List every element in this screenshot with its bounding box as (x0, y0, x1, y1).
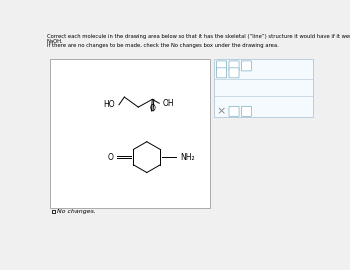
Text: OH: OH (162, 99, 174, 108)
FancyBboxPatch shape (217, 61, 227, 71)
Text: O: O (108, 153, 113, 162)
FancyBboxPatch shape (229, 61, 239, 71)
Text: HO: HO (104, 100, 115, 109)
Text: NaOH.: NaOH. (47, 39, 63, 43)
Text: Correct each molecule in the drawing area below so that it has the skeletal (“li: Correct each molecule in the drawing are… (47, 34, 350, 39)
Text: O: O (149, 104, 155, 113)
FancyBboxPatch shape (229, 68, 239, 78)
FancyBboxPatch shape (214, 59, 314, 117)
FancyBboxPatch shape (217, 68, 227, 78)
Bar (51, 210, 55, 213)
FancyBboxPatch shape (229, 106, 239, 116)
FancyBboxPatch shape (50, 59, 210, 208)
Text: ×: × (217, 107, 226, 117)
Text: NH₂: NH₂ (180, 153, 195, 162)
Text: No changes.: No changes. (57, 209, 96, 214)
FancyBboxPatch shape (241, 61, 251, 71)
Text: If there are no changes to be made, check the No changes box under the drawing a: If there are no changes to be made, chec… (47, 43, 279, 48)
FancyBboxPatch shape (241, 106, 251, 116)
